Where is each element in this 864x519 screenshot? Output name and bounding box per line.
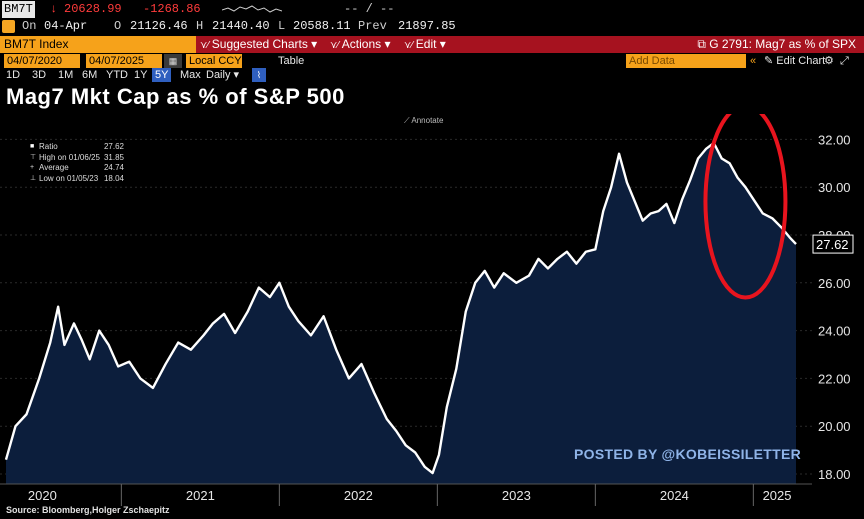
last-value-label: 27.62 <box>816 237 849 252</box>
end-date-input[interactable]: 04/07/2025 <box>86 54 162 68</box>
date-toolbar: 04/07/2020 04/07/2025 ▦ Local CCY Table … <box>0 54 864 68</box>
last-price: 20628.99 <box>64 2 122 16</box>
range-ytd[interactable]: YTD <box>106 69 128 81</box>
chart-legend: ■ Ratio 27.62 ⊤ High on 01/06/25 31.85 + A… <box>28 142 126 186</box>
y-tick-label: 32.00 <box>818 132 851 147</box>
low-tick-icon: ⊥ <box>30 174 37 182</box>
range-5y[interactable]: 5Y <box>152 68 172 82</box>
edit-button[interactable]: ⋎⁄ Edit ▾ <box>404 37 446 51</box>
x-tick-label: 2021 <box>186 488 215 503</box>
bloomberg-logo-icon <box>2 20 15 33</box>
actions-button[interactable]: ⋎⁄ Actions ▾ <box>330 37 391 51</box>
legend-item: + Average 24.74 <box>30 163 124 172</box>
prev-value: 21897.85 <box>398 19 456 33</box>
source-note: Source: Bloomberg,Holger Zschaepitz <box>6 505 170 515</box>
y-tick-label: 22.00 <box>818 371 851 386</box>
on-label: On <box>22 19 37 33</box>
chart-icon: ⋎⁄ <box>404 40 416 51</box>
command-bar: BM7T Index ⋎⁄ Suggested Charts ▾ ⋎⁄ Acti… <box>0 36 864 53</box>
low-label: L <box>278 19 286 33</box>
legend-item: ■ Ratio 27.62 <box>30 142 124 151</box>
range-6m[interactable]: 6M <box>82 69 98 81</box>
y-tick-label: 18.00 <box>818 467 851 482</box>
watermark: POSTED BY @KOBEISSILETTER <box>574 446 802 462</box>
high-tick-icon: ⊤ <box>30 153 37 161</box>
security-name[interactable]: BM7T Index <box>0 36 196 53</box>
currency-select[interactable]: Local CCY <box>186 54 242 68</box>
chart-icon: ⋎⁄ <box>330 40 342 51</box>
range-max[interactable]: Max <box>180 69 201 81</box>
chart-reference[interactable]: ⧉ G 2791: Mag7 as % of SPX <box>697 37 856 51</box>
range-1m[interactable]: 1M <box>58 69 74 81</box>
high-label: H <box>196 19 204 33</box>
average-icon: + <box>30 164 35 171</box>
range-1d[interactable]: 1D <box>6 69 21 81</box>
expand-icon[interactable]: ⤢ <box>840 55 849 67</box>
y-tick-label: 20.00 <box>818 419 851 434</box>
y-tick-label: 26.00 <box>818 276 851 291</box>
sparkline-icon <box>222 5 282 13</box>
line-chart-icon[interactable]: ⌇ <box>252 68 266 82</box>
legend-item: ⊥ Low on 01/05/23 18.04 <box>30 173 124 183</box>
high-value: 21440.40 <box>212 19 270 33</box>
y-tick-label: 24.00 <box>818 324 851 339</box>
chart-icon: ⋎⁄ <box>200 40 212 51</box>
chart-title: Mag7 Mkt Cap as % of S&P 500 <box>6 84 345 109</box>
edit-chart-button[interactable]: ✎ Edit Chart <box>764 55 826 67</box>
area-fill <box>6 142 796 485</box>
range-toolbar: 1D 3D 1M 6M YTD 1Y 5Y Max Daily ▾ ⌇ <box>0 68 864 82</box>
x-tick-label: 2022 <box>344 488 373 503</box>
x-tick-label: 2024 <box>660 488 689 503</box>
x-tick-label: 2025 <box>763 488 792 503</box>
last-value-box <box>812 234 854 254</box>
square-icon: ■ <box>30 143 35 150</box>
chart-plot: 18.0020.0022.0024.0026.0028.0030.0032.00… <box>0 114 854 506</box>
range-1y[interactable]: 1Y <box>134 69 148 81</box>
double-chevron-icon[interactable]: « <box>750 55 757 67</box>
quote-dash: -- / -- <box>344 2 395 16</box>
down-arrow-icon: ↓ <box>50 2 58 16</box>
low-value: 20588.11 <box>293 19 351 33</box>
table-button[interactable]: Table <box>278 55 305 67</box>
y-tick-label: 30.00 <box>818 180 851 195</box>
add-data-input[interactable]: Add Data <box>626 54 746 68</box>
on-date: 04-Apr <box>44 19 88 33</box>
ratio-series-line <box>4 141 797 475</box>
x-tick-label: 2023 <box>502 488 531 503</box>
price-change: -1268.86 <box>143 2 201 16</box>
annotate-button[interactable]: ⟋ Annotate <box>404 116 444 125</box>
x-tick-label: 2020 <box>28 488 57 503</box>
settings-icon[interactable]: ⚙ <box>824 55 834 67</box>
legend-item: ⊤ High on 01/06/25 31.85 <box>30 152 124 162</box>
start-date-input[interactable]: 04/07/2020 <box>4 54 80 68</box>
open-label: O <box>114 19 122 33</box>
suggested-charts-button[interactable]: ⋎⁄ Suggested Charts ▾ <box>200 37 318 51</box>
pencil-icon: ⟋ <box>404 116 412 125</box>
frequency-select[interactable]: Daily ▾ <box>206 69 240 81</box>
prev-label: Prev <box>358 19 387 33</box>
range-3d[interactable]: 3D <box>32 69 47 81</box>
open-value: 21126.46 <box>130 19 188 33</box>
quote-bar: BM7T ↓ 20628.99 -1268.86 -- / -- On 04-A… <box>0 0 864 36</box>
calendar-icon[interactable]: ▦ <box>164 54 182 68</box>
pencil-icon: ✎ <box>764 55 777 67</box>
ticker-symbol[interactable]: BM7T <box>2 1 35 18</box>
external-link-icon: ⧉ <box>697 37 710 51</box>
